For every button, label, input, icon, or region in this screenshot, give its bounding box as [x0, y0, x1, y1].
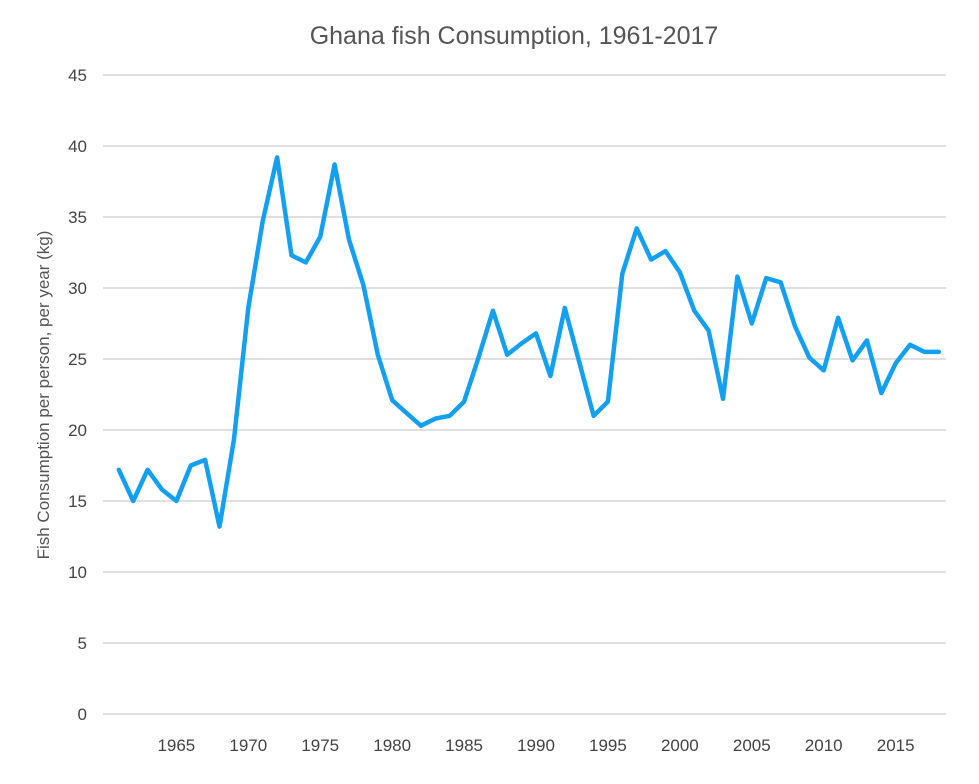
y-tick-label-15: 15 [68, 492, 87, 511]
y-tick-label-30: 30 [68, 279, 87, 298]
y-axis-ticks: 0 5 10 15 20 25 30 35 40 45 [68, 66, 87, 724]
x-tick-label-1995: 1995 [589, 736, 627, 755]
y-tick-label-45: 45 [68, 66, 87, 85]
y-tick-label-25: 25 [68, 350, 87, 369]
x-tick-label-1980: 1980 [373, 736, 411, 755]
x-tick-label-1965: 1965 [157, 736, 195, 755]
x-axis-ticks: 1965 1970 1975 1980 1985 1990 1995 2000 2005 2010… [157, 736, 914, 755]
series-line-0 [116, 155, 942, 529]
y-tick-label-5: 5 [78, 634, 87, 653]
x-tick-label-1990: 1990 [517, 736, 555, 755]
y-axis-label: Fish Consumption per person, per year (k… [34, 231, 53, 560]
y-tick-label-35: 35 [68, 208, 87, 227]
x-tick-label-2000: 2000 [661, 736, 699, 755]
y-tick-label-0: 0 [78, 705, 87, 724]
x-tick-label-2010: 2010 [805, 736, 843, 755]
x-tick-label-2015: 2015 [877, 736, 915, 755]
series-layer [116, 155, 942, 529]
y-tick-label-20: 20 [68, 421, 87, 440]
x-tick-label-1985: 1985 [445, 736, 483, 755]
y-tick-label-40: 40 [68, 137, 87, 156]
x-tick-label-2005: 2005 [733, 736, 771, 755]
x-tick-label-1975: 1975 [301, 736, 339, 755]
chart-title: Ghana fish Consumption, 1961-2017 [310, 22, 719, 50]
x-tick-label-1970: 1970 [229, 736, 267, 755]
y-tick-label-10: 10 [68, 563, 87, 582]
gridlines [103, 74, 946, 715]
